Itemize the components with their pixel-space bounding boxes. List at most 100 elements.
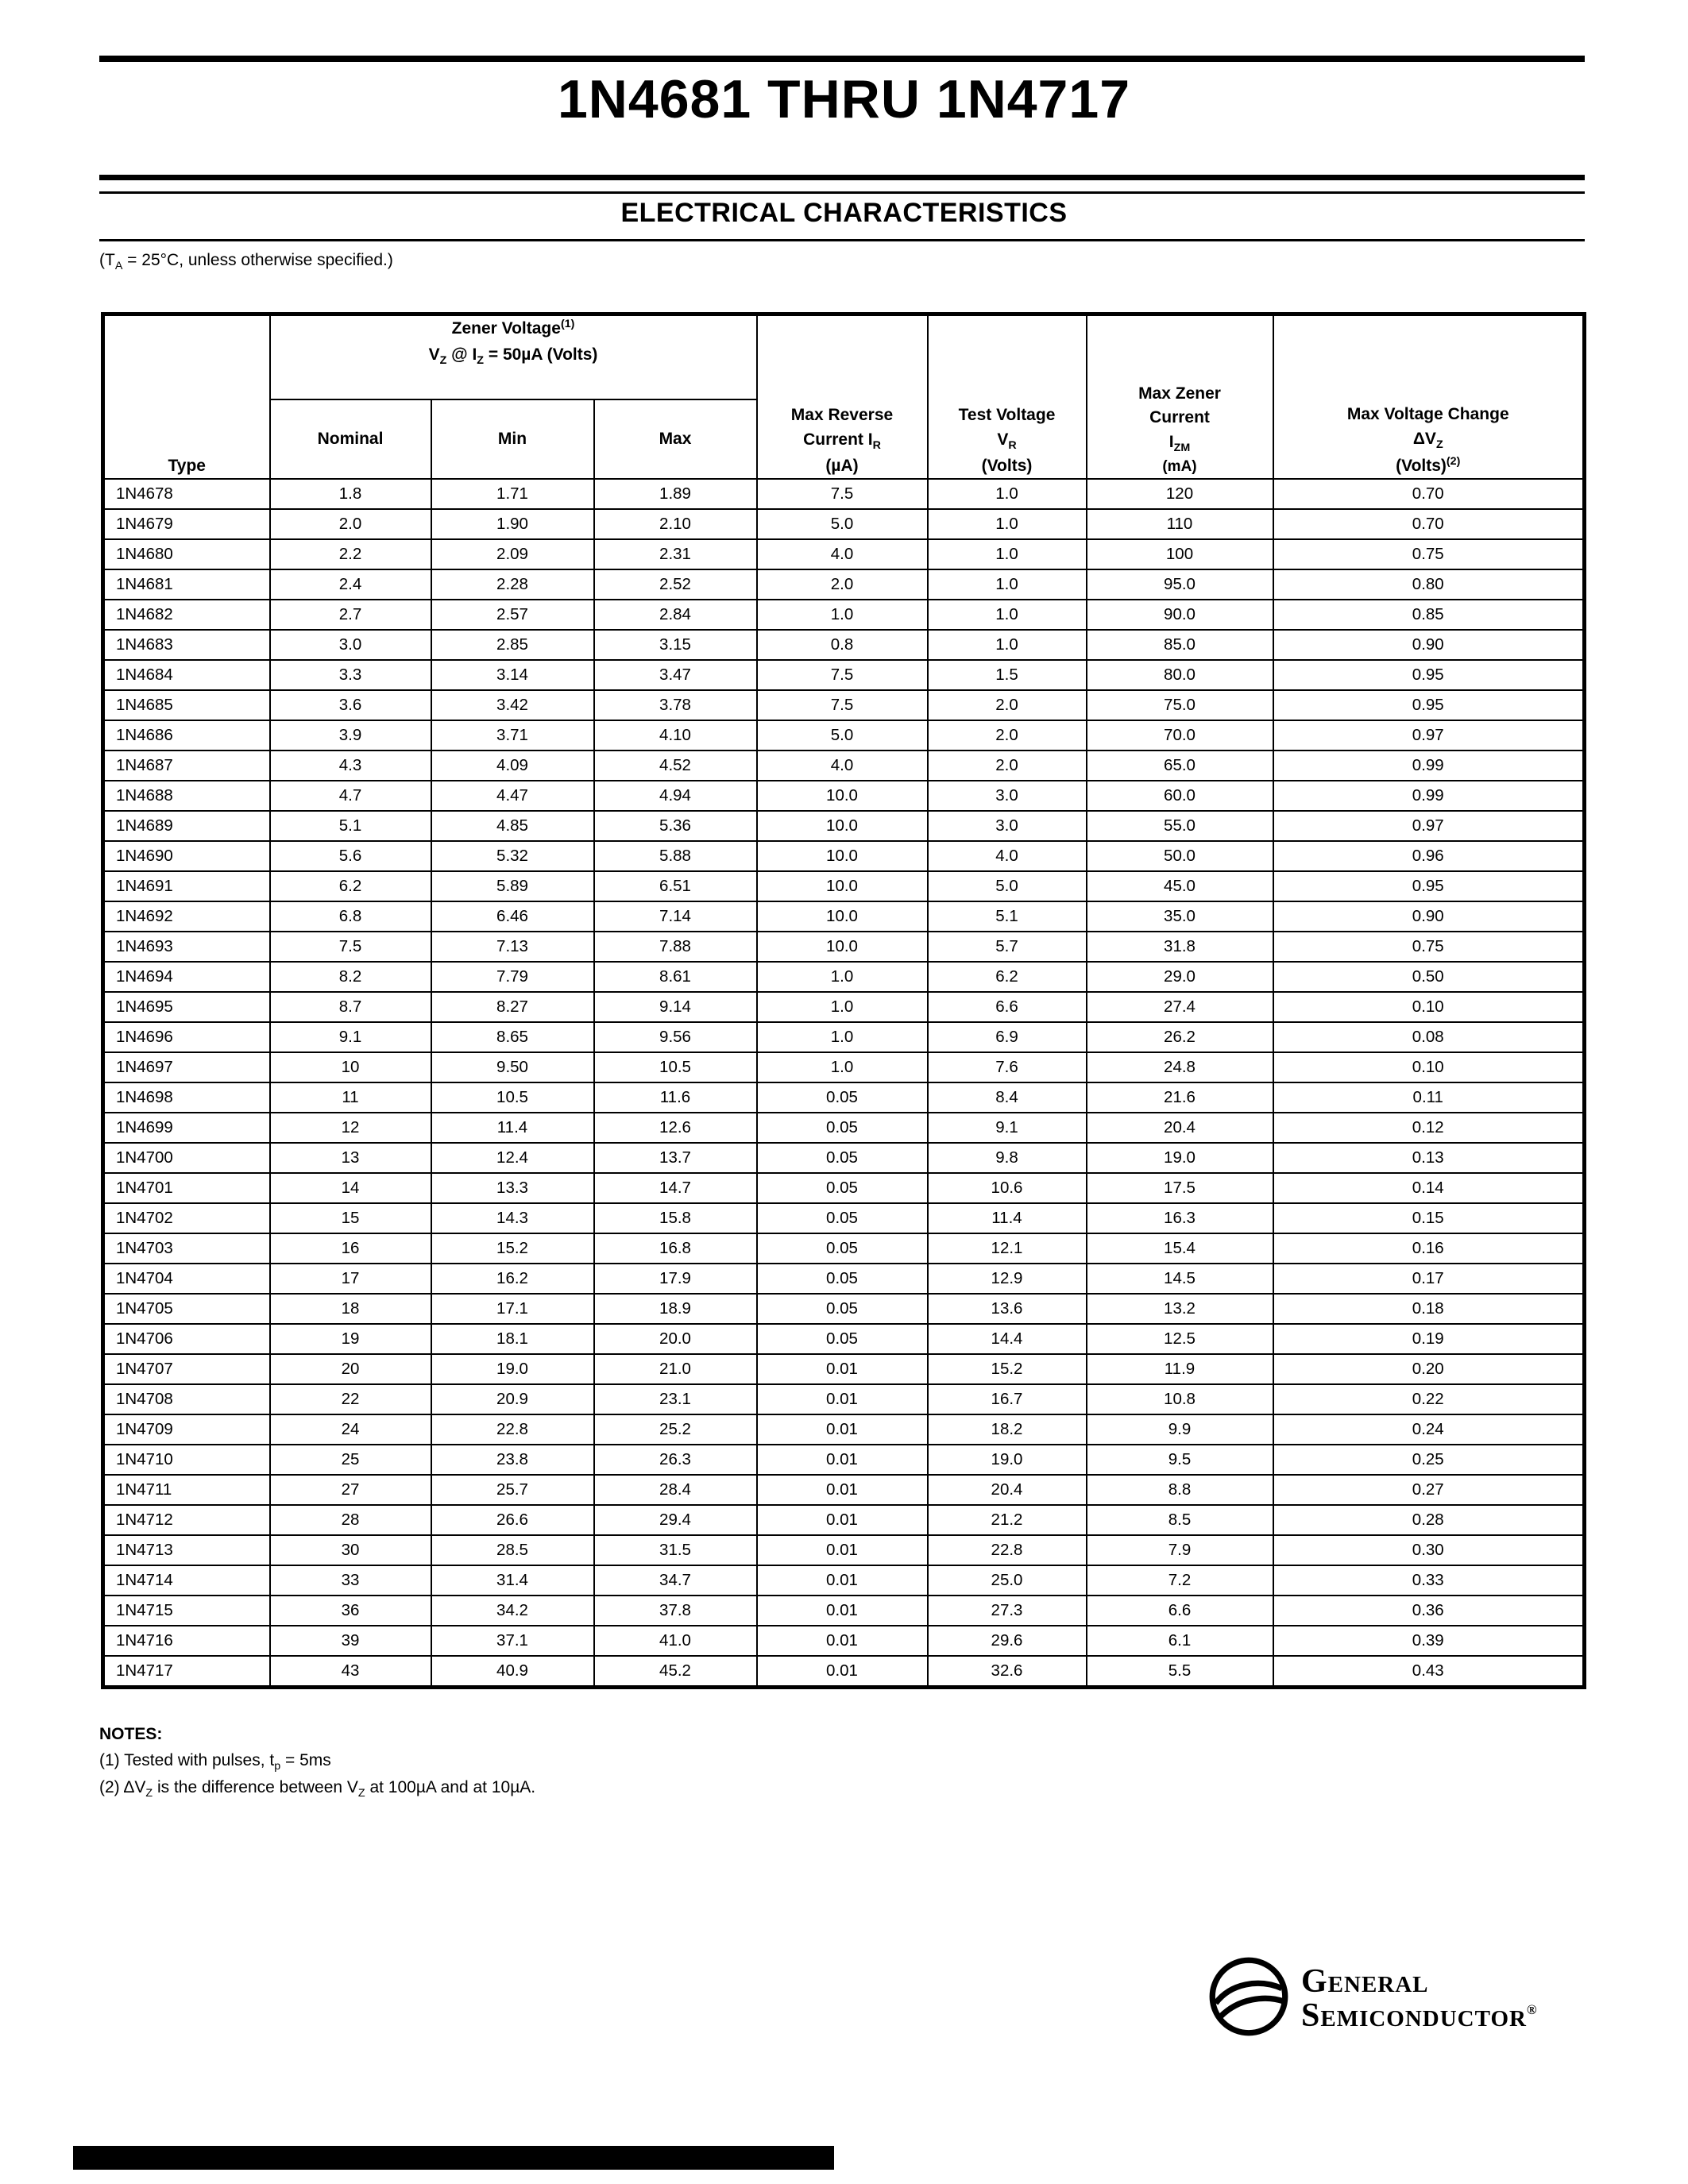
cell-value: 0.01 bbox=[755, 1444, 929, 1476]
cell-value: 0.01 bbox=[755, 1353, 929, 1385]
cell-type: 1N4687 bbox=[102, 750, 271, 781]
cell-value: 3.14 bbox=[430, 659, 595, 691]
test-line2: VR bbox=[933, 428, 1081, 454]
cell-type: 1N4717 bbox=[102, 1655, 271, 1688]
col-header-max-voltage-change: Max Voltage Change ΔVZ (Volts)(2) bbox=[1272, 313, 1586, 480]
note-2: (2) ΔVZ is the difference between VZ at … bbox=[99, 1775, 535, 1802]
cell-value: 7.2 bbox=[1085, 1565, 1274, 1596]
table-row: 1N4687 4.3 4.09 4.52 4.0 2.0 65.0 0.99 bbox=[102, 750, 1586, 781]
rev-line1: Max Reverse bbox=[790, 406, 894, 425]
cell-value: 0.01 bbox=[755, 1534, 929, 1566]
cell-value: 9.56 bbox=[593, 1021, 758, 1053]
cell-value: 0.05 bbox=[755, 1112, 929, 1144]
rev-line2-text: Current I bbox=[803, 430, 873, 449]
note-1-text: (1) Tested with pulses, t bbox=[99, 1750, 275, 1769]
cell-value: 28.4 bbox=[593, 1474, 758, 1506]
table-row: 1N4709 24 22.8 25.2 0.01 18.2 9.9 0.24 bbox=[102, 1414, 1586, 1445]
table-row: 1N4702 15 14.3 15.8 0.05 11.4 16.3 0.15 bbox=[102, 1202, 1586, 1234]
table-row: 1N4707 20 19.0 21.0 0.01 15.2 11.9 0.20 bbox=[102, 1353, 1586, 1385]
dvz-delta: ΔV bbox=[1412, 429, 1436, 448]
cell-value: 37.8 bbox=[593, 1595, 758, 1626]
cell-value: 7.5 bbox=[268, 931, 432, 963]
bottom-bar bbox=[73, 2146, 834, 2170]
cell-value: 15.4 bbox=[1085, 1233, 1274, 1264]
cell-type: 1N4679 bbox=[102, 508, 271, 540]
cell-value: 14.7 bbox=[593, 1172, 758, 1204]
cell-value: 45.0 bbox=[1085, 870, 1274, 902]
table-row: 1N4716 39 37.1 41.0 0.01 29.6 6.1 0.39 bbox=[102, 1625, 1586, 1657]
cell-type: 1N4690 bbox=[102, 840, 271, 872]
cell-type: 1N4691 bbox=[102, 870, 271, 902]
cell-value: 0.97 bbox=[1272, 720, 1586, 751]
cell-type: 1N4688 bbox=[102, 780, 271, 812]
cell-value: 2.09 bbox=[430, 538, 595, 570]
cell-value: 0.05 bbox=[755, 1293, 929, 1325]
col-header-max-reverse-current: Max Reverse Current IR (µA) bbox=[755, 313, 929, 480]
cell-value: 18.9 bbox=[593, 1293, 758, 1325]
cell-type: 1N4713 bbox=[102, 1534, 271, 1566]
table-row: 1N4696 9.1 8.65 9.56 1.0 6.9 26.2 0.08 bbox=[102, 1021, 1586, 1053]
cell-value: 1.89 bbox=[593, 478, 758, 510]
cell-type: 1N4710 bbox=[102, 1444, 271, 1476]
cell-value: 4.7 bbox=[268, 780, 432, 812]
cell-value: 10.5 bbox=[430, 1082, 595, 1113]
cell-value: 2.7 bbox=[268, 599, 432, 631]
cell-value: 28.5 bbox=[430, 1534, 595, 1566]
cell-value: 2.4 bbox=[268, 569, 432, 600]
condition-note-text2: = 25°C, unless otherwise specified.) bbox=[122, 251, 393, 269]
cell-value: 10 bbox=[268, 1051, 432, 1083]
table-row: 1N4706 19 18.1 20.0 0.05 14.4 12.5 0.19 bbox=[102, 1323, 1586, 1355]
note-2-sub2: Z bbox=[357, 1787, 365, 1800]
table-row: 1N4678 1.8 1.71 1.89 7.5 1.0 120 0.70 bbox=[102, 478, 1586, 510]
cell-type: 1N4689 bbox=[102, 810, 271, 842]
izm-line2: Current bbox=[1149, 408, 1210, 427]
cell-value: 0.90 bbox=[1272, 629, 1586, 661]
cell-value: 5.1 bbox=[926, 901, 1087, 932]
cell-value: 25.2 bbox=[593, 1414, 758, 1445]
table-row: 1N4698 11 10.5 11.6 0.05 8.4 21.6 0.11 bbox=[102, 1082, 1586, 1113]
cell-value: 1.0 bbox=[755, 1021, 929, 1053]
cell-type: 1N4693 bbox=[102, 931, 271, 963]
cell-value: 8.7 bbox=[268, 991, 432, 1023]
general-semiconductor-logo-icon bbox=[1207, 1955, 1290, 2042]
cell-value: 1.0 bbox=[755, 991, 929, 1023]
cell-value: 10.0 bbox=[755, 840, 929, 872]
cell-value: 33 bbox=[268, 1565, 432, 1596]
cell-value: 31.8 bbox=[1085, 931, 1274, 963]
cell-value: 25 bbox=[268, 1444, 432, 1476]
cell-value: 6.46 bbox=[430, 901, 595, 932]
cell-value: 1.0 bbox=[926, 478, 1087, 510]
cell-type: 1N4696 bbox=[102, 1021, 271, 1053]
cell-value: 2.84 bbox=[593, 599, 758, 631]
cell-value: 2.10 bbox=[593, 508, 758, 540]
cell-value: 7.79 bbox=[430, 961, 595, 993]
cell-value: 1.0 bbox=[755, 1051, 929, 1083]
cell-value: 6.6 bbox=[926, 991, 1087, 1023]
cell-value: 45.2 bbox=[593, 1655, 758, 1688]
table-row: 1N4688 4.7 4.47 4.94 10.0 3.0 60.0 0.99 bbox=[102, 780, 1586, 812]
cell-type: 1N4680 bbox=[102, 538, 271, 570]
cell-value: 28 bbox=[268, 1504, 432, 1536]
cell-value: 12.5 bbox=[1085, 1323, 1274, 1355]
cell-type: 1N4698 bbox=[102, 1082, 271, 1113]
cell-value: 0.01 bbox=[755, 1414, 929, 1445]
cell-value: 0.95 bbox=[1272, 689, 1586, 721]
izm-line1: Max Zener bbox=[1138, 384, 1221, 403]
cell-value: 3.0 bbox=[926, 810, 1087, 842]
cell-value: 55.0 bbox=[1085, 810, 1274, 842]
cell-value: 18.2 bbox=[926, 1414, 1087, 1445]
cell-value: 7.6 bbox=[926, 1051, 1087, 1083]
table-row: 1N4715 36 34.2 37.8 0.01 27.3 6.6 0.36 bbox=[102, 1595, 1586, 1626]
table-body: 1N4678 1.8 1.71 1.89 7.5 1.0 120 0.70 1N4679 2.0 1… bbox=[102, 478, 1586, 1688]
cell-type: 1N4707 bbox=[102, 1353, 271, 1385]
cell-type: 1N4685 bbox=[102, 689, 271, 721]
notes-title: NOTES: bbox=[99, 1725, 163, 1743]
cell-value: 2.0 bbox=[926, 720, 1087, 751]
cell-value: 27.4 bbox=[1085, 991, 1274, 1023]
cell-value: 0.10 bbox=[1272, 1051, 1586, 1083]
cell-value: 43 bbox=[268, 1655, 432, 1688]
cell-value: 22.8 bbox=[430, 1414, 595, 1445]
cell-value: 7.5 bbox=[755, 689, 929, 721]
table-row: 1N4712 28 26.6 29.4 0.01 21.2 8.5 0.28 bbox=[102, 1504, 1586, 1536]
cell-value: 6.8 bbox=[268, 901, 432, 932]
